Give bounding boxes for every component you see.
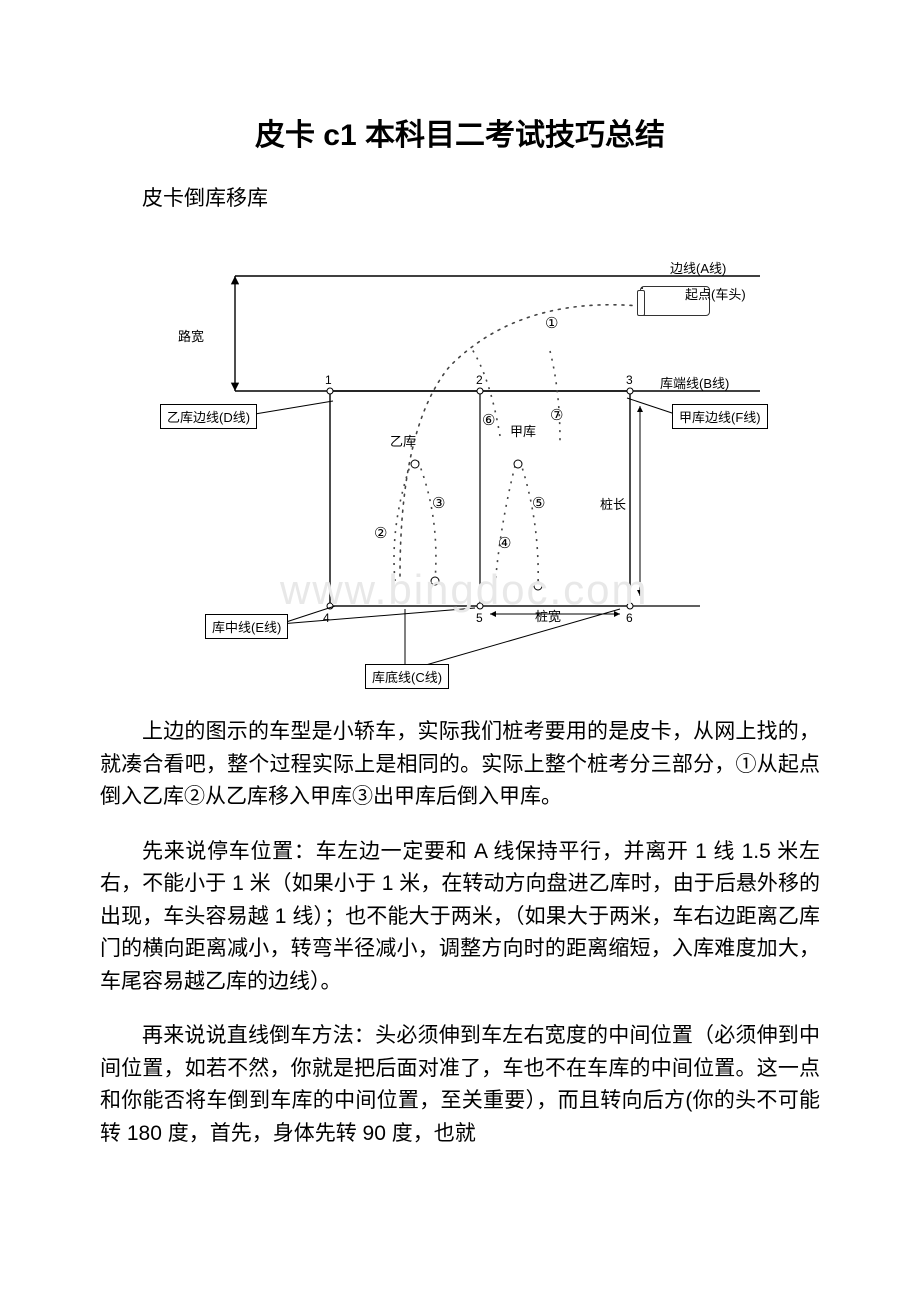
svg-text:2: 2 xyxy=(476,373,483,387)
label-garage-bottom-c: 库底线(C线) xyxy=(365,664,449,689)
label-garage-mid-e: 库中线(E线) xyxy=(205,614,288,639)
circled-6: ⑥ xyxy=(482,411,495,429)
svg-text:5: 5 xyxy=(476,611,483,625)
circled-5: ⑤ xyxy=(532,494,545,512)
svg-text:1: 1 xyxy=(325,373,332,387)
document-title: 皮卡 c1 本科目二考试技巧总结 xyxy=(100,110,820,154)
circled-2: ② xyxy=(374,524,387,542)
label-pile-width: 桩宽 xyxy=(535,606,561,625)
label-pile-length: 桩长 xyxy=(600,494,626,513)
svg-text:6: 6 xyxy=(626,611,633,625)
label-jia-garage: 甲库 xyxy=(510,421,536,440)
paragraph-3: 再来说说直线倒车方法：头必须伸到车左右宽度的中间位置（必须伸到中间位置，如若不然… xyxy=(100,1020,820,1150)
label-road-width: 路宽 xyxy=(178,326,204,345)
svg-text:4: 4 xyxy=(323,611,330,625)
label-start-point: 起点(车头) xyxy=(685,284,746,303)
circled-4: ④ xyxy=(498,534,511,552)
label-yi-edge-d: 乙库边线(D线) xyxy=(160,404,257,429)
paragraph-1: 上边的图示的车型是小轿车，实际我们桩考要用的是皮卡，从网上找的，就凑合看吧，整个… xyxy=(100,716,820,814)
label-garage-end-b: 库端线(B线) xyxy=(660,373,729,392)
parking-diagram: www.bingdoc.com xyxy=(140,236,780,696)
circled-3: ③ xyxy=(432,494,445,512)
circled-7: ⑦ xyxy=(550,406,563,424)
svg-text:3: 3 xyxy=(626,373,633,387)
circled-1: ① xyxy=(545,314,558,332)
label-edge-a: 边线(A线) xyxy=(670,258,726,277)
label-yi-garage: 乙库 xyxy=(390,431,416,450)
label-jia-edge-f: 甲库边线(F线) xyxy=(672,404,768,429)
section-heading: 皮卡倒库移库 xyxy=(100,182,820,212)
paragraph-2: 先来说停车位置：车左边一定要和 A 线保持平行，并离开 1 线 1.5 米左右，… xyxy=(100,836,820,999)
